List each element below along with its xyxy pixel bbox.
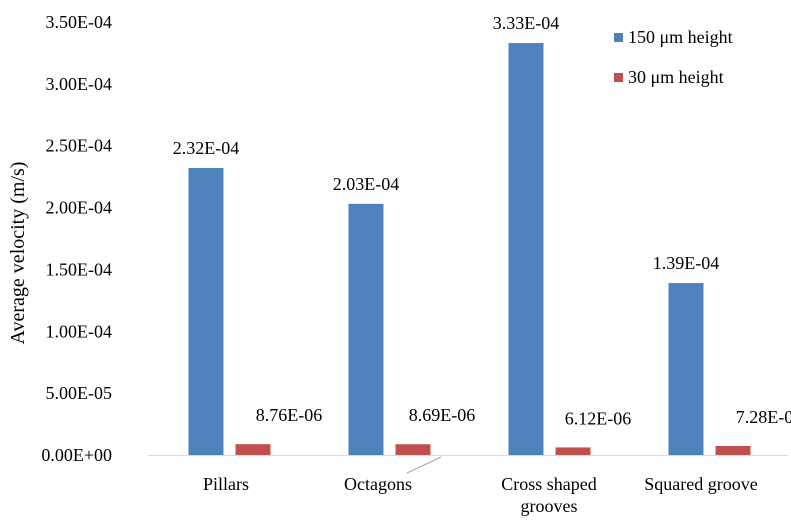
data-label: 6.12E-06 bbox=[565, 408, 632, 428]
bar bbox=[395, 444, 431, 455]
legend-swatch bbox=[614, 33, 623, 42]
x-tick-label: grooves bbox=[521, 496, 578, 516]
bars bbox=[188, 43, 751, 456]
y-tick-label: 2.00E-04 bbox=[46, 198, 113, 218]
data-label: 3.33E-04 bbox=[493, 13, 560, 33]
y-tick-label: 0.00E+00 bbox=[41, 445, 112, 465]
bar bbox=[188, 167, 224, 456]
bar bbox=[348, 203, 384, 455]
bar bbox=[668, 283, 704, 455]
y-axis-title-group: Average velocity (m/s) bbox=[7, 162, 29, 345]
y-tick-label: 1.50E-04 bbox=[46, 259, 113, 279]
x-tick-label: Cross shaped bbox=[501, 474, 597, 494]
y-tick-label: 5.00E-05 bbox=[46, 383, 113, 403]
legend: 150 μm height 30 μm height bbox=[614, 27, 733, 87]
y-axis-title: Average velocity (m/s) bbox=[7, 162, 29, 345]
data-label: 7.28E-06 bbox=[736, 407, 791, 427]
data-label: 2.32E-04 bbox=[173, 138, 240, 158]
data-label: 2.03E-04 bbox=[333, 174, 400, 194]
legend-swatch bbox=[614, 73, 623, 82]
x-tick-label: Squared groove bbox=[644, 474, 757, 494]
bar bbox=[235, 444, 271, 455]
data-label: 8.76E-06 bbox=[256, 405, 323, 425]
leader-line bbox=[406, 456, 442, 474]
legend-label: 150 μm height bbox=[628, 27, 733, 47]
bar bbox=[715, 445, 751, 455]
legend-label: 30 μm height bbox=[628, 67, 724, 87]
data-labels: 2.32E-04 2.03E-04 3.33E-04 1.39E-04 8.76E-06… bbox=[173, 13, 791, 428]
x-tick-label: Octagons bbox=[344, 474, 412, 494]
y-axis-ticks: 0.00E+00 5.00E-05 1.00E-04 1.50E-04 2.00E-04… bbox=[41, 12, 112, 465]
y-tick-label: 3.50E-04 bbox=[46, 12, 113, 32]
x-tick-label: Pillars bbox=[203, 474, 249, 494]
bar bbox=[555, 447, 591, 455]
y-tick-label: 1.00E-04 bbox=[46, 321, 113, 341]
y-tick-label: 3.00E-04 bbox=[46, 74, 113, 94]
bar bbox=[508, 43, 544, 455]
data-label: 1.39E-04 bbox=[653, 253, 720, 273]
data-label: 8.69E-06 bbox=[409, 405, 476, 425]
y-tick-label: 2.50E-04 bbox=[46, 136, 113, 156]
